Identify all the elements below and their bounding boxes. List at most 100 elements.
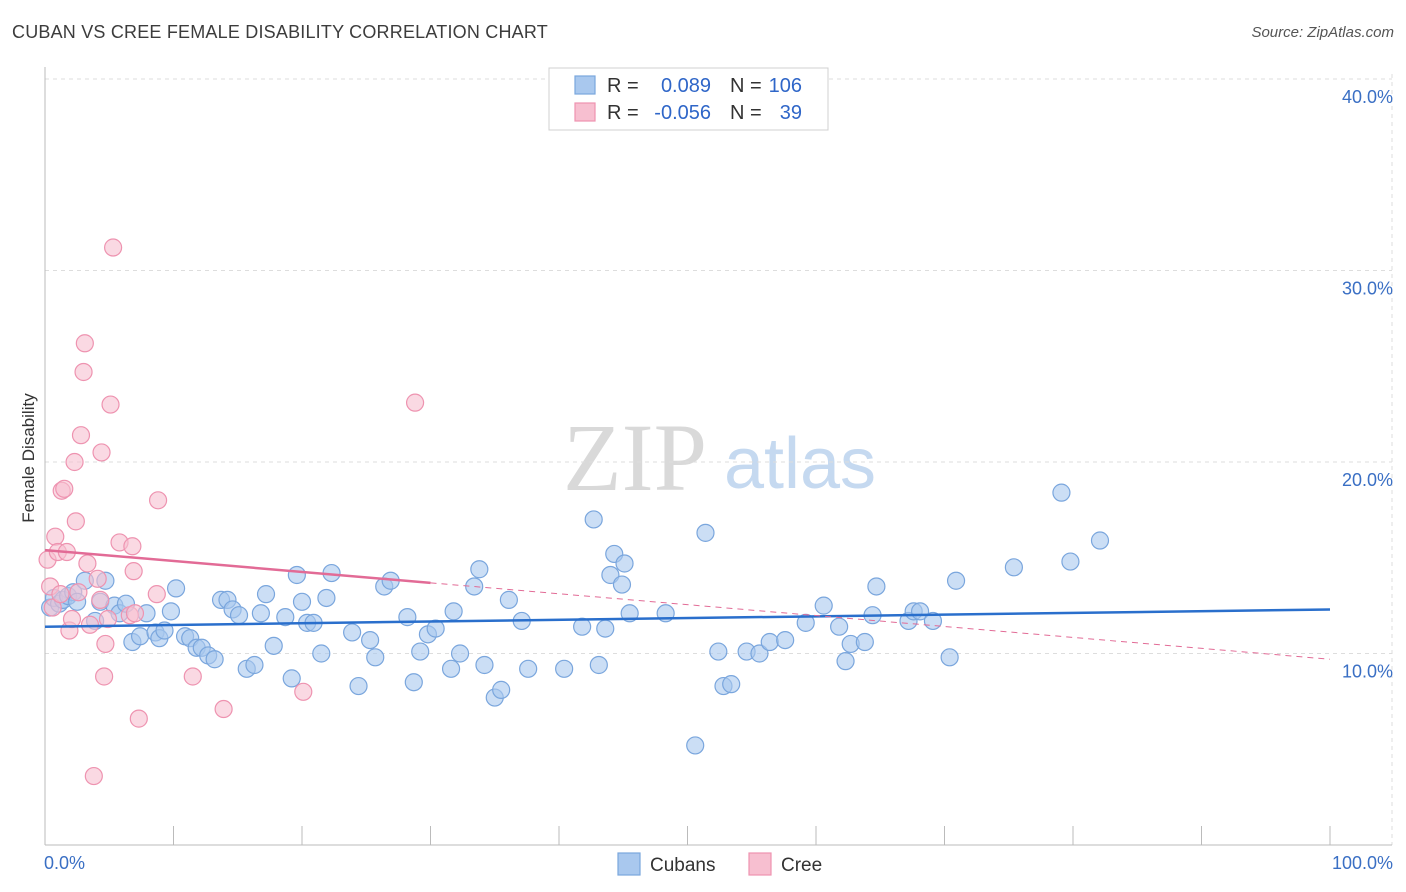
cree-point: [84, 766, 103, 786]
trend-lines: [44, 548, 1331, 660]
legend-n-value-cree: 39: [780, 102, 802, 124]
legend-swatch-cubans: [574, 75, 596, 95]
cubans-point: [361, 630, 380, 650]
cree-point: [95, 667, 114, 686]
legend-n-label-cubans: N =: [730, 75, 762, 97]
cree-trend-line-extension: [430, 582, 1331, 660]
cubans-point: [519, 659, 538, 678]
cubans-point: [411, 642, 430, 661]
cree-point: [75, 334, 94, 353]
cubans-point: [287, 565, 306, 585]
cubans-point: [867, 577, 886, 596]
source-label: Source: ZipAtlas.com: [1251, 24, 1394, 41]
cubans-point: [343, 623, 362, 642]
cubans-point: [161, 602, 181, 621]
cubans-point: [205, 650, 224, 669]
legend-box: R = 0.089 N = 106 R = -0.056 N = 39: [548, 67, 829, 131]
cubans-point: [366, 648, 385, 667]
bottom-legend-swatch-cubans: [617, 852, 641, 876]
chart-title: CUBAN VS CREE FEMALE DISABILITY CORRELAT…: [12, 22, 548, 42]
cubans-point: [1004, 558, 1023, 577]
cree-point: [214, 699, 233, 719]
cree-point: [88, 569, 107, 588]
bottom-legend-label-cubans: Cubans: [650, 855, 716, 876]
cree-point: [183, 667, 202, 686]
cree-point: [62, 609, 82, 629]
cree-point: [123, 537, 142, 556]
cree-point: [78, 554, 97, 573]
cubans-point: [620, 604, 639, 623]
cubans-point: [776, 630, 795, 650]
cree-point: [43, 598, 62, 617]
cubans-point: [312, 644, 331, 663]
cree-point: [66, 512, 85, 531]
bottom-legend: Cubans Cree: [617, 852, 822, 876]
cubans-point: [830, 617, 849, 636]
cubans-point: [686, 736, 705, 755]
cubans-point: [814, 596, 833, 615]
cubans-point: [615, 554, 634, 573]
cubans-point: [256, 585, 276, 604]
cubans-point: [317, 588, 336, 608]
cubans-point: [499, 590, 518, 609]
cubans-point: [584, 510, 603, 529]
cree-point: [55, 479, 74, 498]
bottom-legend-swatch-cree: [748, 852, 772, 876]
cree-point: [148, 491, 168, 510]
y-axis-title: Female Disability: [19, 393, 38, 523]
cubans-point: [130, 627, 150, 646]
watermark-atlas: atlas: [724, 424, 876, 504]
cubans-point: [292, 592, 312, 611]
cree-point: [294, 682, 313, 701]
cubans-point: [264, 636, 283, 655]
cubans-point: [492, 680, 511, 699]
cree-point: [96, 634, 115, 654]
legend-r-value-cree: -0.056: [654, 102, 711, 124]
cubans-point: [1052, 483, 1071, 502]
cubans-point: [722, 675, 741, 694]
cubans-point: [251, 604, 270, 623]
cree-point: [65, 452, 84, 472]
cubans-point: [696, 523, 715, 542]
legend-r-value-cubans: 0.089: [661, 75, 711, 97]
cubans-point: [855, 632, 874, 652]
cubans-point: [555, 659, 574, 678]
cubans-point: [940, 648, 959, 667]
gridlines: [45, 74, 1393, 845]
y-tick-label: 10.0%: [1342, 662, 1393, 682]
cubans-trend-line: [44, 608, 1331, 628]
cubans-point: [426, 619, 445, 638]
cree-point: [124, 562, 143, 581]
x-tick-label-max: 100.0%: [1332, 853, 1393, 873]
x-tick-labels: 0.0% 100.0%: [44, 853, 1393, 873]
cubans-point: [946, 571, 966, 590]
cree-point: [46, 527, 65, 546]
cree-point: [74, 362, 93, 382]
watermark: ZIP atlas: [563, 404, 876, 511]
cubans-point: [404, 673, 423, 692]
x-tick-label-min: 0.0%: [44, 853, 85, 873]
cree-point: [405, 393, 425, 412]
y-tick-label: 40.0%: [1342, 87, 1393, 107]
cubans-point: [245, 655, 264, 675]
cubans-point: [750, 644, 769, 663]
cree-point: [101, 395, 120, 414]
cree-point: [51, 585, 70, 604]
cubans-point: [444, 602, 463, 621]
cubans-point: [596, 619, 615, 638]
y-tick-labels: 10.0% 20.0% 30.0% 40.0%: [1342, 87, 1393, 682]
cubans-point: [836, 652, 855, 671]
watermark-zip: ZIP: [563, 404, 707, 511]
cree-point: [91, 590, 110, 609]
legend-r-label-cubans: R =: [607, 75, 639, 97]
cubans-point: [441, 659, 461, 678]
legend-swatch-cree: [574, 102, 596, 122]
cree-trend-line: [44, 548, 431, 585]
cree-point: [147, 585, 166, 604]
cree-point: [69, 583, 88, 602]
cree-point: [104, 238, 123, 257]
cubans-point: [276, 608, 295, 627]
cubans-point: [589, 655, 608, 675]
cubans-point: [349, 676, 368, 696]
